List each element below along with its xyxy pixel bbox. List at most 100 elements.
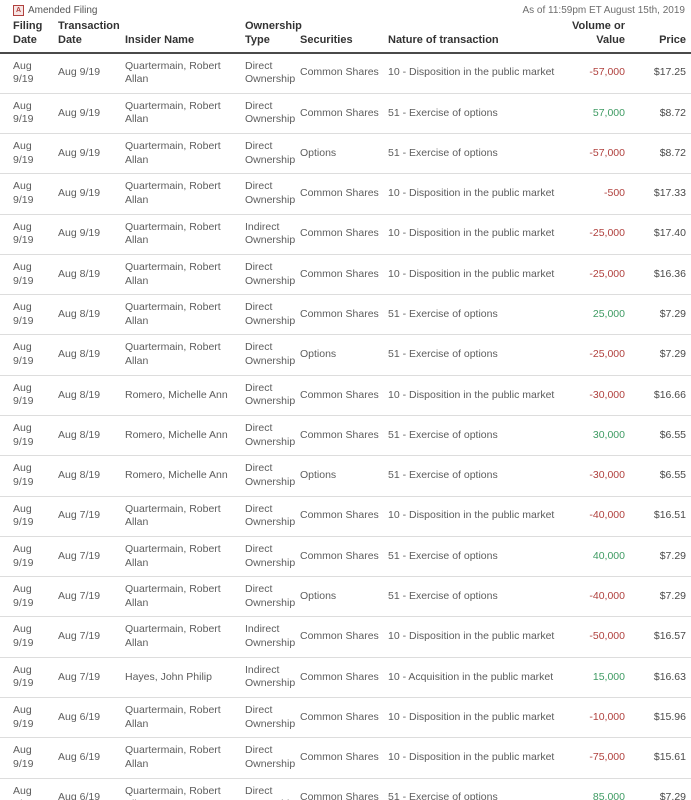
price-cell: $16.66 — [632, 375, 691, 417]
insider-name-cell: Quartermain, Robert Allan — [125, 536, 245, 578]
nature-of-transaction-cell: 10 - Disposition in the public market — [388, 697, 560, 739]
volume-or-value-cell: -57,000 — [560, 52, 632, 94]
volume-or-value-cell: -500 — [560, 173, 632, 215]
filing-date-cell: Aug 9/19 — [0, 778, 58, 800]
price-cell: $16.57 — [632, 616, 691, 658]
ownership-type-cell: Direct Ownership — [245, 375, 300, 417]
filing-date-cell: Aug 9/19 — [0, 616, 58, 658]
securities-cell: Common Shares — [300, 496, 388, 537]
transaction-date-cell: Aug 7/19 — [58, 657, 125, 699]
price-cell: $7.29 — [632, 576, 691, 618]
price-cell: $7.29 — [632, 294, 691, 336]
securities-cell: Common Shares — [300, 737, 388, 779]
column-header-ownership-type: Ownership Type — [245, 20, 302, 54]
volume-or-value-cell: -57,000 — [560, 133, 632, 175]
ownership-type-cell: Direct Ownership — [245, 334, 300, 376]
securities-cell: Options — [300, 455, 388, 497]
nature-of-transaction-cell: 10 - Disposition in the public market — [388, 375, 560, 417]
column-header-securities: Securities — [300, 20, 388, 54]
price-cell: $8.72 — [632, 93, 691, 135]
securities-cell: Common Shares — [300, 214, 388, 255]
volume-or-value-cell: 15,000 — [560, 657, 632, 699]
ownership-type-cell: Direct Ownership — [245, 455, 300, 497]
insider-name-cell: Quartermain, Robert Allan — [125, 52, 245, 94]
filing-date-cell: Aug 9/19 — [0, 576, 58, 618]
ownership-type-cell: Direct Ownership — [245, 133, 300, 175]
filing-date-cell: Aug 9/19 — [0, 133, 58, 175]
securities-cell: Common Shares — [300, 697, 388, 739]
securities-cell: Common Shares — [300, 415, 388, 457]
securities-cell: Common Shares — [300, 375, 388, 417]
table-row: Aug 9/19 Aug 7/19 Quartermain, Robert Al… — [0, 616, 691, 658]
price-cell: $15.96 — [632, 697, 691, 739]
price-cell: $17.25 — [632, 52, 691, 94]
transaction-date-cell: Aug 9/19 — [58, 133, 125, 175]
insider-name-cell: Quartermain, Robert Allan — [125, 778, 245, 800]
nature-of-transaction-cell: 51 - Exercise of options — [388, 133, 560, 175]
volume-or-value-cell: 57,000 — [560, 93, 632, 135]
table-row: Aug 9/19 Aug 9/19 Quartermain, Robert Al… — [0, 133, 691, 175]
securities-cell: Options — [300, 133, 388, 175]
volume-or-value-cell: -25,000 — [560, 254, 632, 296]
transaction-date-cell: Aug 9/19 — [58, 173, 125, 215]
filing-date-cell: Aug 9/19 — [0, 93, 58, 135]
volume-or-value-cell: -50,000 — [560, 616, 632, 658]
filing-date-cell: Aug 9/19 — [0, 173, 58, 215]
transaction-date-cell: Aug 8/19 — [58, 415, 125, 457]
insider-name-cell: Quartermain, Robert Allan — [125, 496, 245, 537]
volume-or-value-cell: -25,000 — [560, 334, 632, 376]
price-cell: $16.36 — [632, 254, 691, 296]
nature-of-transaction-cell: 51 - Exercise of options — [388, 576, 560, 618]
ownership-type-cell: Direct Ownership — [245, 294, 300, 336]
nature-of-transaction-cell: 51 - Exercise of options — [388, 536, 560, 578]
amended-filing-label: Amended Filing — [28, 5, 98, 16]
transaction-date-cell: Aug 9/19 — [58, 52, 125, 94]
column-header-price: Price — [632, 20, 691, 54]
securities-cell: Common Shares — [300, 778, 388, 800]
nature-of-transaction-cell: 51 - Exercise of options — [388, 294, 560, 336]
ownership-type-cell: Indirect Ownership — [245, 214, 300, 255]
filing-date-cell: Aug 9/19 — [0, 375, 58, 417]
filing-date-cell: Aug 9/19 — [0, 294, 58, 336]
as-of-timestamp: As of 11:59pm ET August 15th, 2019 — [522, 5, 685, 16]
column-header-filing-date: Filing Date — [0, 20, 58, 54]
column-header-volume-or-value: Volume or Value — [560, 20, 632, 54]
transaction-date-cell: Aug 8/19 — [58, 455, 125, 497]
price-cell: $7.29 — [632, 536, 691, 578]
nature-of-transaction-cell: 10 - Disposition in the public market — [388, 737, 560, 779]
table-topbar: A Amended Filing As of 11:59pm ET August… — [0, 0, 691, 20]
price-cell: $16.63 — [632, 657, 691, 699]
volume-or-value-cell: -40,000 — [560, 576, 632, 618]
price-cell: $6.55 — [632, 415, 691, 457]
insider-name-cell: Quartermain, Robert Allan — [125, 616, 245, 658]
securities-cell: Common Shares — [300, 254, 388, 296]
table-row: Aug 9/19 Aug 8/19 Romero, Michelle Ann D… — [0, 415, 691, 457]
insider-name-cell: Quartermain, Robert Allan — [125, 576, 245, 618]
transaction-date-cell: Aug 6/19 — [58, 697, 125, 739]
price-cell: $6.55 — [632, 455, 691, 497]
filing-date-cell: Aug 9/19 — [0, 254, 58, 296]
securities-cell: Common Shares — [300, 294, 388, 336]
filing-date-cell: Aug 9/19 — [0, 214, 58, 255]
insider-transactions-table: Filing Date Transaction Date Insider Nam… — [0, 20, 691, 800]
volume-or-value-cell: -30,000 — [560, 455, 632, 497]
table-row: Aug 9/19 Aug 8/19 Quartermain, Robert Al… — [0, 294, 691, 336]
nature-of-transaction-cell: 10 - Disposition in the public market — [388, 214, 560, 255]
insider-name-cell: Quartermain, Robert Allan — [125, 697, 245, 739]
filing-date-cell: Aug 9/19 — [0, 415, 58, 457]
table-row: Aug 9/19 Aug 8/19 Romero, Michelle Ann D… — [0, 455, 691, 497]
insider-name-cell: Romero, Michelle Ann — [125, 455, 245, 497]
insider-name-cell: Quartermain, Robert Allan — [125, 214, 245, 255]
volume-or-value-cell: 85,000 — [560, 778, 632, 800]
transaction-date-cell: Aug 6/19 — [58, 778, 125, 800]
securities-cell: Common Shares — [300, 173, 388, 215]
ownership-type-cell: Direct Ownership — [245, 737, 300, 779]
table-header-row: Filing Date Transaction Date Insider Nam… — [0, 20, 691, 54]
table-row: Aug 9/19 Aug 8/19 Quartermain, Robert Al… — [0, 254, 691, 296]
table-row: Aug 9/19 Aug 8/19 Quartermain, Robert Al… — [0, 334, 691, 376]
ownership-type-cell: Direct Ownership — [245, 415, 300, 457]
insider-name-cell: Quartermain, Robert Allan — [125, 133, 245, 175]
insider-name-cell: Quartermain, Robert Allan — [125, 294, 245, 336]
transaction-date-cell: Aug 7/19 — [58, 536, 125, 578]
table-row: Aug 9/19 Aug 9/19 Quartermain, Robert Al… — [0, 52, 691, 94]
